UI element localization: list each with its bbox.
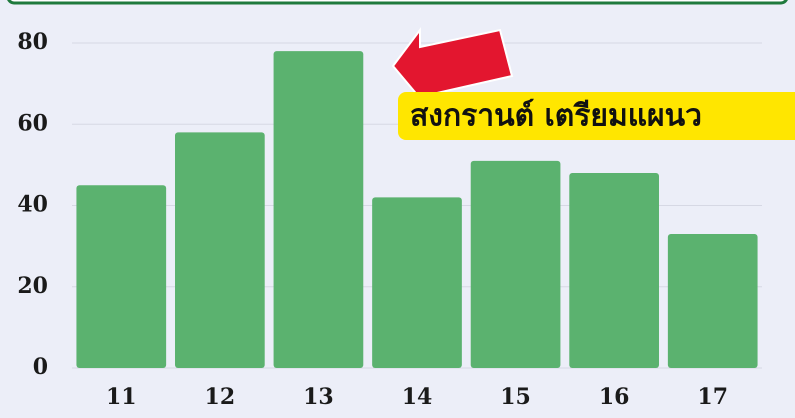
bar — [569, 173, 659, 368]
y-tick-label: 20 — [17, 273, 48, 299]
bar — [175, 132, 265, 368]
annotation: สงกรานต์ เตรียมแผนว — [410, 99, 702, 134]
x-tick-label: 17 — [697, 384, 728, 410]
annotation-box — [398, 92, 795, 140]
top-banner — [7, 0, 788, 5]
y-tick-label: 0 — [33, 354, 48, 380]
x-tick-label: 14 — [402, 384, 433, 410]
bar — [667, 233, 758, 368]
y-tick-label: 80 — [17, 29, 48, 55]
y-tick-label: 40 — [17, 192, 48, 218]
y-tick-label: 60 — [17, 110, 48, 136]
bar — [76, 185, 167, 368]
x-tick-label: 16 — [599, 384, 630, 410]
x-tick-label: 11 — [106, 384, 137, 410]
plot-area: 0 20 40 60 80 11 12 13 14 15 16 17 — [17, 29, 762, 410]
bar — [470, 160, 561, 368]
x-tick-label: 15 — [500, 384, 531, 410]
bar — [372, 197, 462, 368]
x-tick-label: 13 — [303, 384, 334, 410]
bar — [273, 51, 364, 368]
x-tick-label: 12 — [205, 384, 236, 410]
